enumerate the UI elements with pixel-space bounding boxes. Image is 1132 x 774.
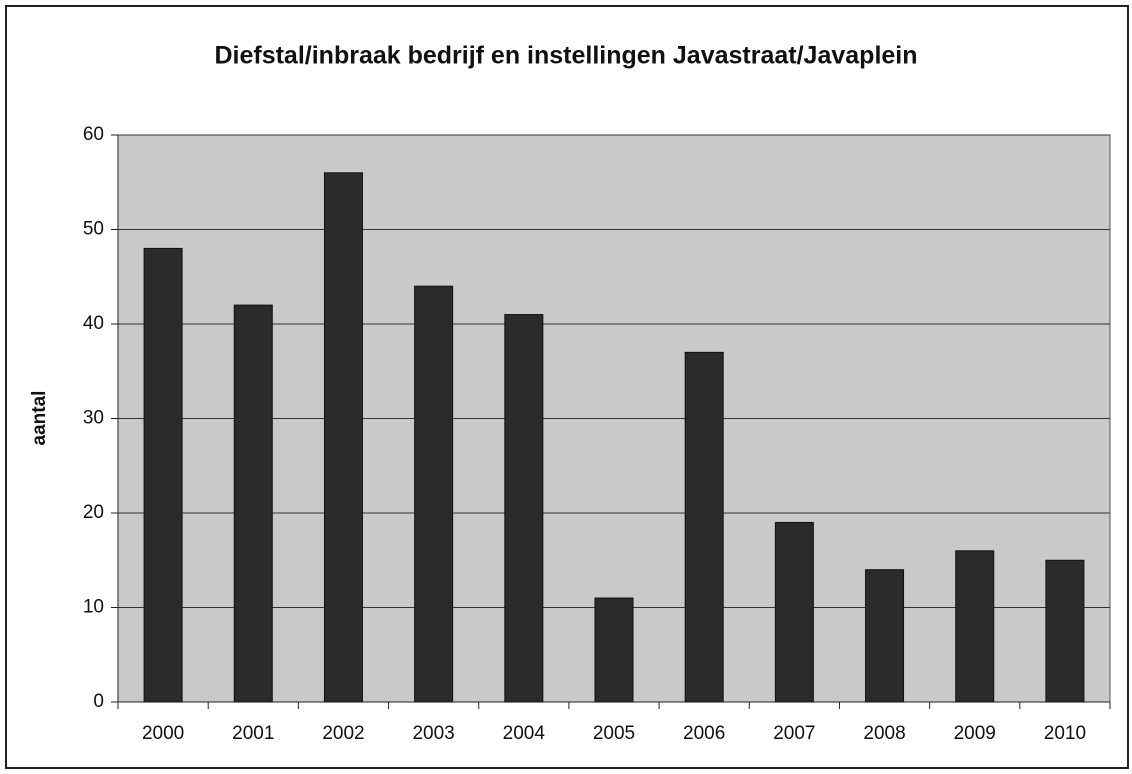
x-tick-label: 2009 bbox=[954, 723, 996, 744]
bar bbox=[143, 247, 183, 703]
bar bbox=[504, 314, 544, 703]
y-axis-label: aantal bbox=[29, 391, 50, 446]
x-tick-label: 2002 bbox=[322, 723, 364, 744]
bar bbox=[323, 172, 363, 703]
bar bbox=[865, 569, 905, 703]
x-tick-label: 2010 bbox=[1044, 723, 1086, 744]
bar bbox=[774, 521, 814, 703]
bar bbox=[955, 550, 995, 703]
y-tick-label: 0 bbox=[93, 691, 104, 712]
x-tick-label: 2004 bbox=[503, 723, 546, 744]
bar bbox=[414, 285, 454, 703]
chart-title: Diefstal/inbraak bedrijf en instellingen… bbox=[214, 42, 917, 70]
y-tick-label: 30 bbox=[83, 408, 104, 429]
x-tick-label: 2000 bbox=[142, 723, 184, 744]
bar bbox=[684, 351, 724, 703]
x-tick-label: 2001 bbox=[232, 723, 274, 744]
x-tick-label: 2008 bbox=[863, 723, 905, 744]
y-tick-label: 10 bbox=[83, 597, 104, 618]
bar bbox=[233, 304, 273, 703]
y-tick-label: 20 bbox=[83, 502, 104, 523]
x-tick-label: 2003 bbox=[412, 723, 454, 744]
bar bbox=[594, 597, 634, 703]
x-tick-label: 2006 bbox=[683, 723, 725, 744]
x-tick-label: 2005 bbox=[593, 723, 635, 744]
y-tick-label: 40 bbox=[83, 313, 104, 334]
bar bbox=[1045, 559, 1085, 703]
x-tick-label: 2007 bbox=[773, 723, 815, 744]
y-tick-label: 60 bbox=[83, 124, 104, 145]
y-tick-label: 50 bbox=[83, 219, 104, 240]
